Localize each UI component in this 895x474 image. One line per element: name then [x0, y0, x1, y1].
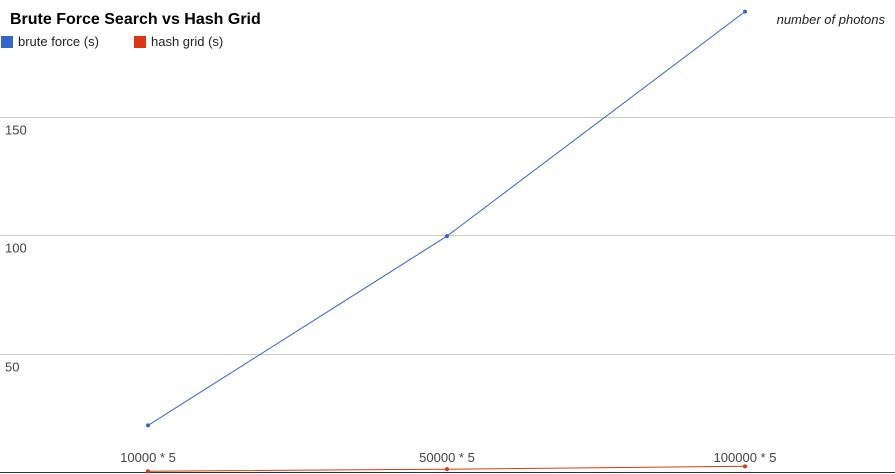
- data-point: [146, 469, 150, 474]
- y-tick-label: 150: [5, 123, 27, 138]
- data-point: [743, 9, 747, 14]
- gridlines: [0, 117, 895, 473]
- series-line-0: [147, 11, 746, 426]
- x-tick-label: 50000 * 5: [419, 450, 475, 465]
- x-tick-label: 10000 * 5: [120, 450, 176, 465]
- x-axis-ticks: 10000 * 5 50000 * 5 100000 * 5: [120, 450, 776, 465]
- legend-label: brute force (s): [18, 34, 99, 49]
- series-group: [146, 9, 747, 474]
- y-axis-ticks: 50 100 150: [5, 123, 27, 375]
- chart-title: Brute Force Search vs Hash Grid: [10, 11, 261, 28]
- x-axis-label: number of photons: [777, 12, 886, 27]
- legend-swatch: [134, 36, 146, 48]
- data-point: [445, 467, 449, 472]
- data-point: [743, 464, 747, 469]
- x-tick-label: 100000 * 5: [714, 450, 777, 465]
- legend-label: hash grid (s): [151, 34, 223, 49]
- legend: brute force (s) hash grid (s): [1, 34, 223, 49]
- y-tick-label: 50: [5, 360, 19, 375]
- data-point: [146, 423, 150, 428]
- data-point: [445, 234, 449, 239]
- y-tick-label: 100: [5, 241, 27, 256]
- legend-swatch: [1, 36, 13, 48]
